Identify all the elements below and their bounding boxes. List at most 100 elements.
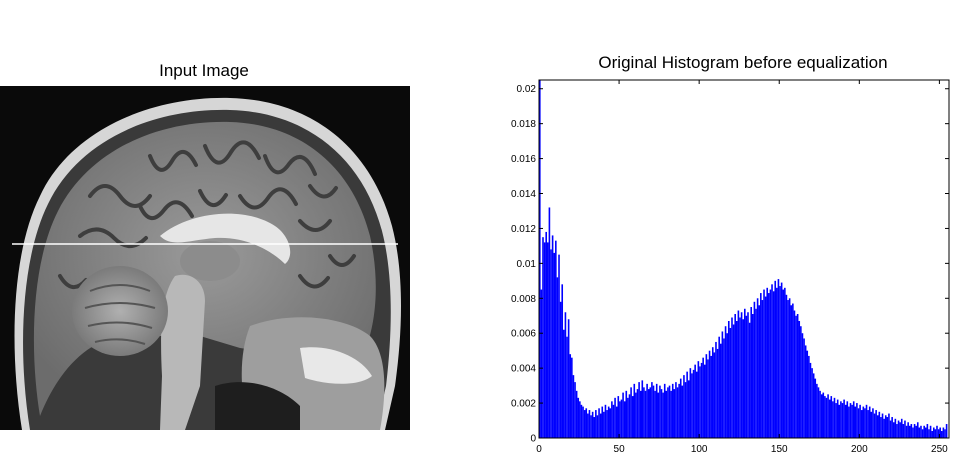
histogram-bar [894,418,897,438]
histogram-bar [694,364,696,438]
histogram-bar [926,424,929,438]
histogram-bar [599,413,602,438]
histogram-bar [868,406,871,438]
histogram-bar [745,315,748,438]
histogram-bar [945,424,948,438]
histogram-bar [593,417,596,438]
neck-dark-region [215,382,300,430]
histogram-bar [617,396,620,438]
histogram-bar [673,389,676,438]
histogram-bar [784,287,786,438]
histogram-bar [928,429,930,438]
histogram-bar [647,389,650,438]
histogram-bar [756,298,759,438]
histogram-bar [862,406,865,438]
histogram-bar [936,425,938,438]
histogram-bar [867,410,869,438]
histogram-bar [723,338,725,438]
histogram-bar [836,399,839,438]
y-tick-label: 0.01 [517,259,537,270]
histogram-bar [832,401,834,438]
histogram-bar [691,373,693,438]
x-tick-label: 150 [771,444,788,455]
histogram-bar [809,362,812,438]
histogram-bar [721,331,724,438]
histogram-bar [579,401,581,438]
y-tick-label: 0.014 [511,189,536,200]
histogram-bar [924,427,927,438]
histogram-bar [591,411,594,438]
histogram-bar [876,415,879,438]
histogram-bar [625,390,628,438]
thalamus [180,241,240,281]
histogram-bar [740,312,743,438]
histogram-bar [942,427,945,438]
histogram-bar [575,390,578,438]
histogram-bar [604,404,607,438]
histogram-bar [800,326,802,438]
histogram-bar [655,383,658,438]
histogram-bar [639,390,642,438]
histogram-bar [564,312,567,438]
histogram-bar [915,425,917,438]
histogram-bar [934,429,937,438]
histogram-bar [556,277,559,438]
histogram-bar [590,415,592,438]
histogram-bar [888,413,890,438]
histogram-bar [689,368,692,438]
histogram-bar [551,235,554,438]
histogram-bar [798,321,801,438]
histogram-bar [905,425,908,438]
histogram-bar [636,389,639,438]
histogram-title: Original Histogram before equalization [598,53,888,72]
histogram-bar [662,392,664,438]
histogram-bar [764,296,767,438]
histogram-bar [574,382,576,438]
histogram-bar [684,382,687,438]
histogram-bar [816,383,818,438]
x-tick-label: 100 [691,444,708,455]
histogram-bar [785,294,788,438]
histogram-bar [932,427,935,438]
histogram-bar [929,425,932,438]
histogram-bar [801,333,804,438]
histogram-bar [824,396,826,438]
histogram-bar [700,362,703,438]
histogram-bar [739,317,741,438]
histogram-bar [782,289,785,438]
histogram-bar [603,411,605,438]
histogram-bar [737,310,740,438]
y-tick-label: 0.012 [511,224,536,235]
histogram-bar [703,364,706,438]
histogram-bar [814,378,817,438]
brain-sulci [58,140,356,289]
histogram-bar [790,305,793,438]
input-image-title: Input Image [159,61,249,80]
histogram-bar [779,286,781,438]
x-tick-label: 250 [931,444,948,455]
histogram-bar [803,338,805,438]
histogram-bar [710,355,712,438]
histogram-bar [577,397,580,438]
histogram-bar [753,301,756,438]
histogram-bar [676,387,679,438]
histogram-bar [920,425,922,438]
histogram-bar [768,293,770,438]
histogram-bar [880,417,882,438]
histogram-bar [542,237,544,438]
histogram-bar [582,406,584,438]
histogram-bar [660,389,663,438]
histogram-bar [796,314,799,438]
histogram-bar [937,429,940,438]
histogram-bar [606,410,608,438]
histogram-bar [713,352,716,438]
histogram-bar [808,355,810,438]
histogram-bar [601,406,604,438]
histogram-bar [620,399,623,438]
histogram-bar [678,383,680,438]
face-bright-region [300,347,372,384]
histogram-bar [940,431,943,438]
histogram-bar [755,308,757,438]
